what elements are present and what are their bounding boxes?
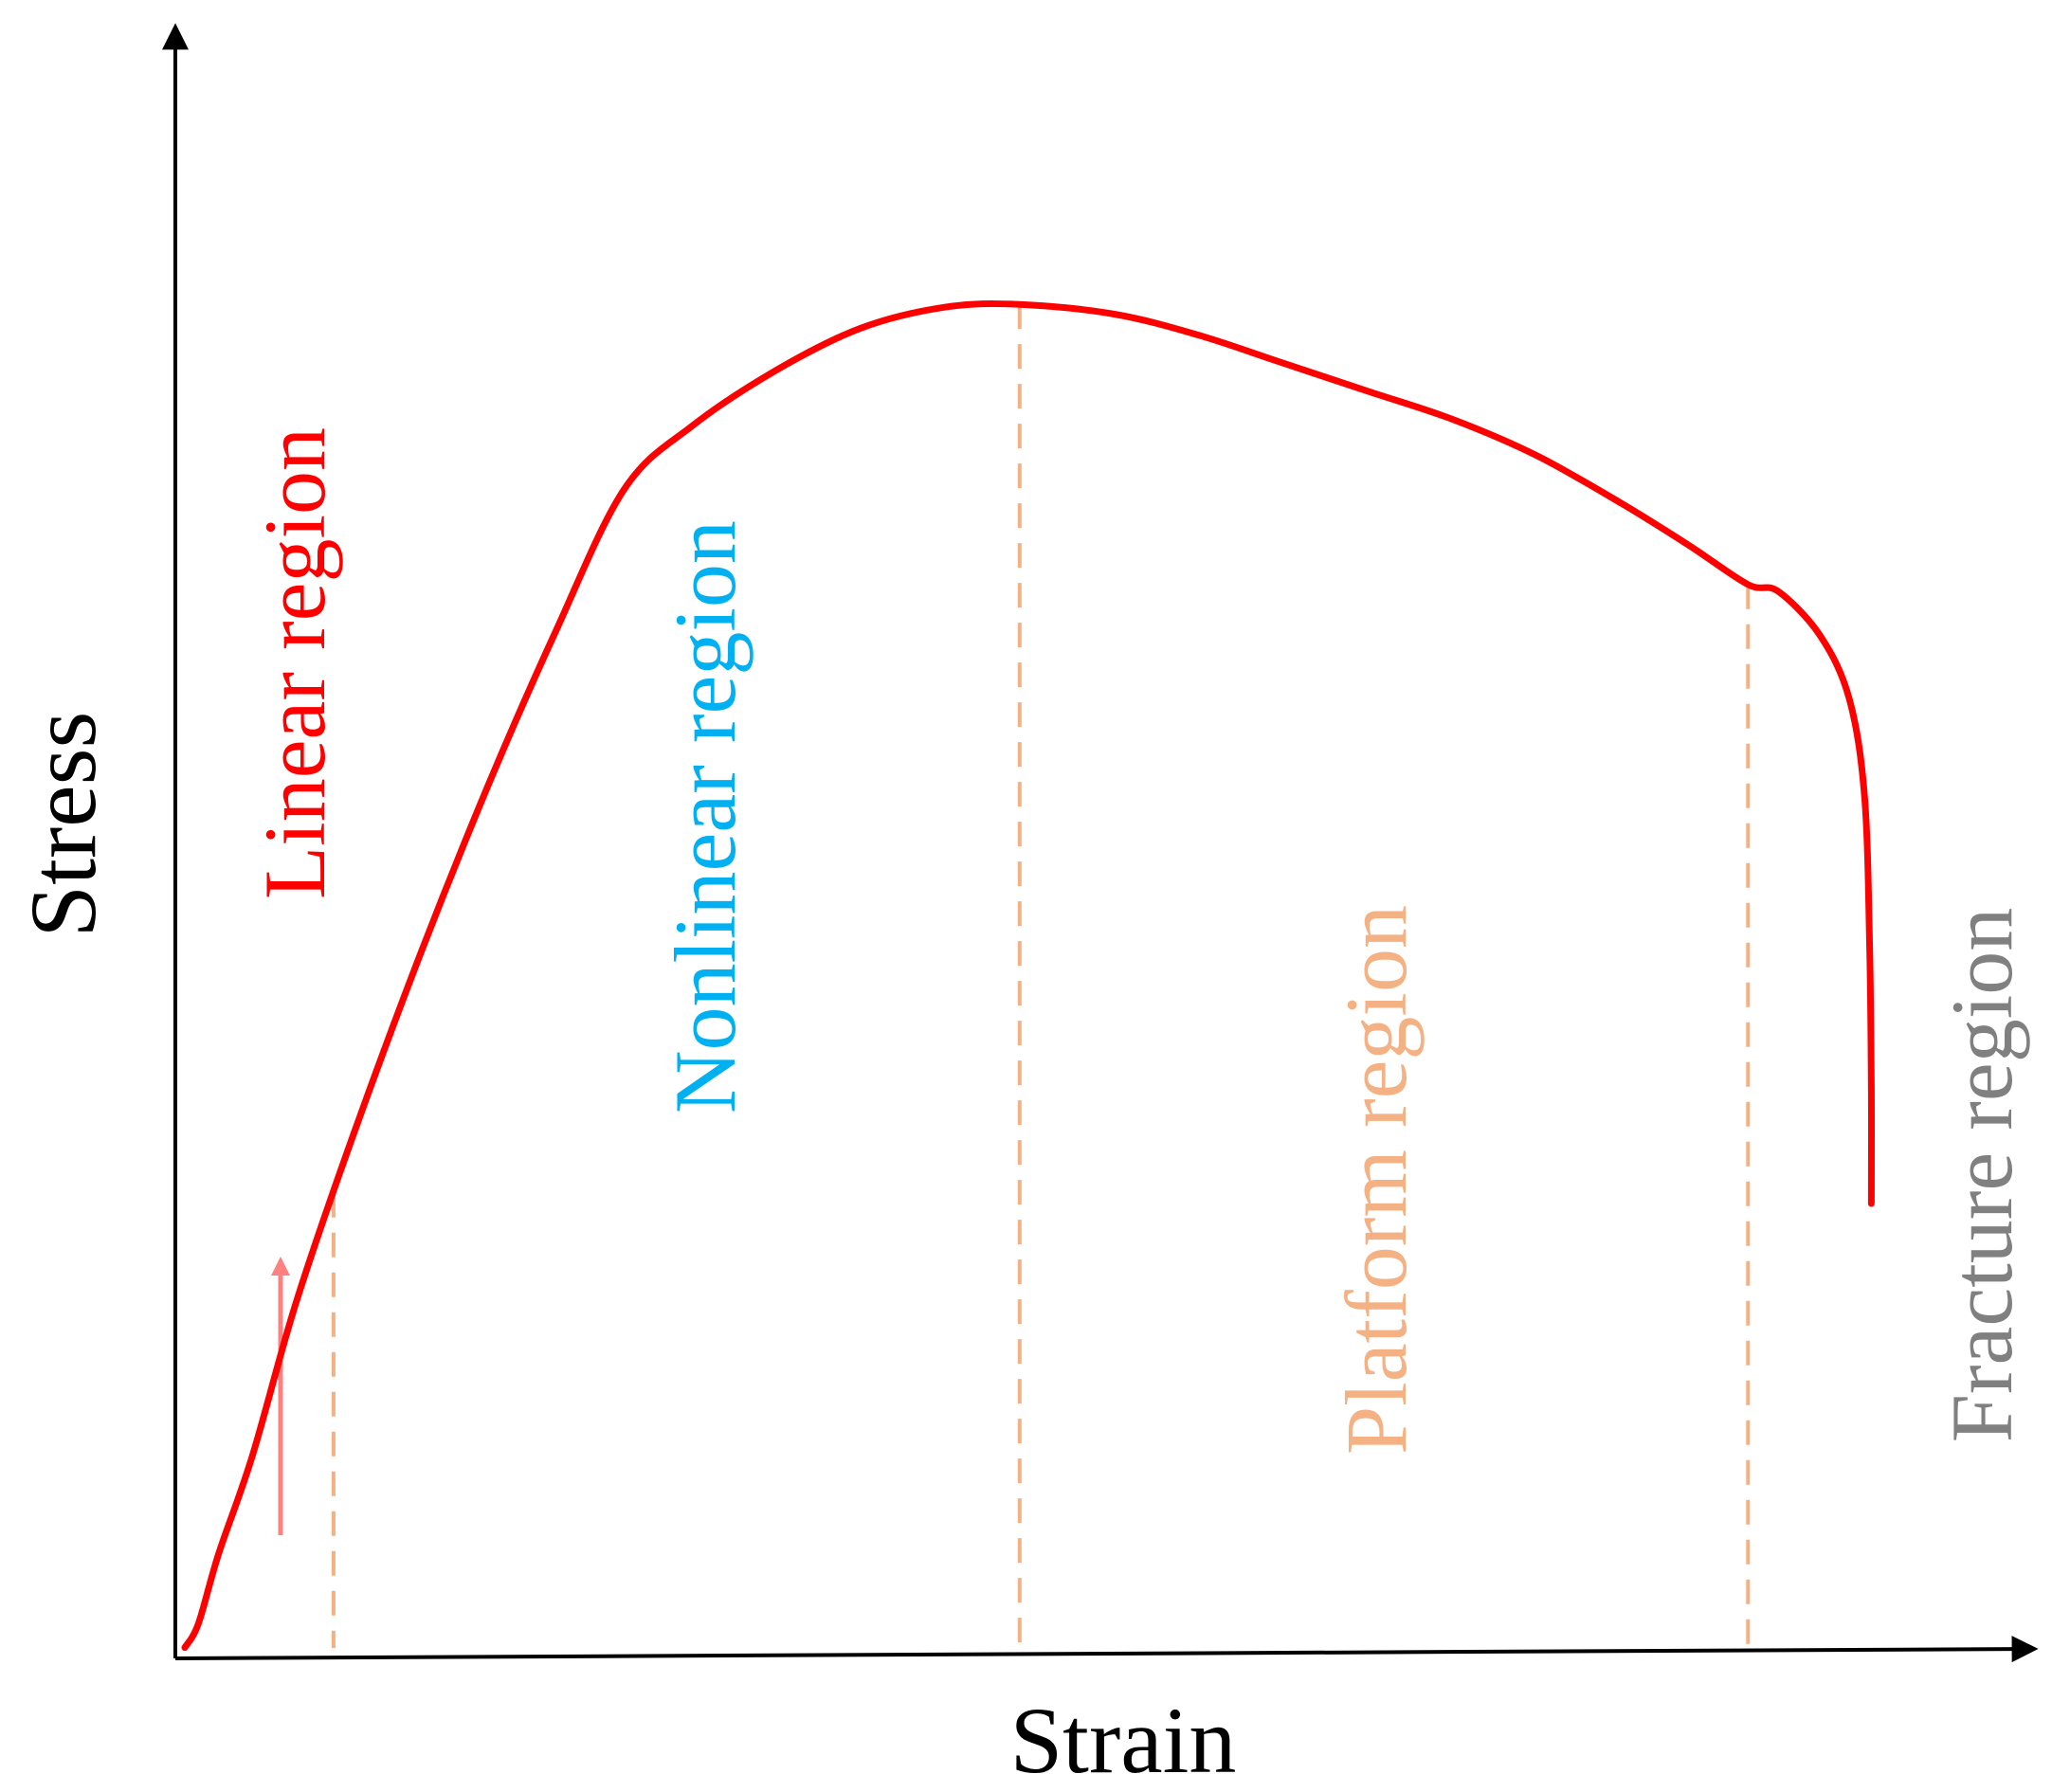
- linear-region-label: Linear region: [246, 427, 343, 899]
- x-axis: [174, 1636, 2039, 1663]
- nonlinear-region-label: Nonlinear region: [657, 520, 754, 1113]
- x-axis-label: Strain: [1010, 1688, 1237, 1792]
- y-axis-label: Stress: [10, 712, 116, 938]
- stress-strain-curve: [181, 299, 1876, 1652]
- platform-region-label: Platform region: [1328, 905, 1425, 1455]
- fracture-region-label: Fracture region: [1934, 908, 2030, 1443]
